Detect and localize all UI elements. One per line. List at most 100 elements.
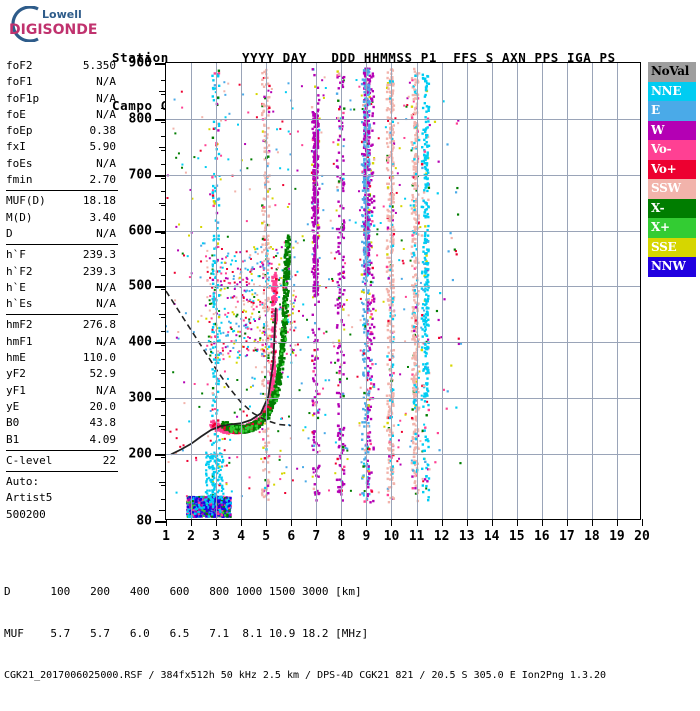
x-tick xyxy=(166,519,167,526)
y-tick-minor xyxy=(159,202,166,204)
x-tick-label: 2 xyxy=(187,529,195,544)
y-tick-minor xyxy=(161,177,166,179)
legend-item-w[interactable]: W xyxy=(648,120,696,140)
x-tick xyxy=(316,519,318,526)
y-tick-minor xyxy=(161,163,166,165)
param-value: 18.18 xyxy=(82,194,116,208)
param-key: foF2 xyxy=(6,59,33,72)
gridline-horizontal xyxy=(166,230,640,232)
y-tick-minor xyxy=(161,456,166,458)
x-tick xyxy=(516,519,518,526)
param-row: h`F 239.3 xyxy=(4,247,120,263)
legend-item-noval[interactable]: NoVal xyxy=(648,62,696,82)
x-tick-label: 11 xyxy=(408,529,425,544)
param-key: yF2 xyxy=(6,367,26,381)
y-tick-minor xyxy=(159,146,166,148)
x-tick-label: 9 xyxy=(362,529,371,544)
y-tick-minor xyxy=(161,149,166,151)
x-tick xyxy=(366,519,368,526)
param-row: h`E N/A xyxy=(4,280,120,296)
ionogram-plot[interactable]: 1 2 3 4 5 6 7 8 9 10 11 12 13 14 15 16 17 18 19 20 80 200 300 4… xyxy=(129,56,650,545)
param-key: foF1 xyxy=(6,75,33,89)
x-tick-label: 20 xyxy=(634,529,650,544)
param-row: foEp 0.38 xyxy=(4,123,120,139)
gridline-vertical xyxy=(516,63,518,519)
param-row: MUF(D) 18.18 xyxy=(4,193,120,209)
y-tick-minor xyxy=(159,90,166,92)
param-row: h`Es N/A xyxy=(4,296,120,312)
gridline-vertical xyxy=(591,63,593,519)
y-tick xyxy=(155,521,166,523)
param-key: h`Es xyxy=(6,297,33,311)
y-tick-minor xyxy=(161,498,166,500)
param-key: h`F2 xyxy=(6,264,33,278)
y-tick-minor xyxy=(159,370,166,372)
y-tick-minor xyxy=(161,345,166,347)
y-tick-minor xyxy=(161,470,166,472)
x-tick-label: 1 xyxy=(162,529,170,544)
legend-item-e[interactable]: E xyxy=(648,101,696,121)
param-row: B0 43.8 xyxy=(4,415,120,431)
x-tick-label: 19 xyxy=(609,529,625,544)
ionogram-data-canvas xyxy=(166,67,463,519)
param-divider xyxy=(6,471,118,473)
y-tick xyxy=(155,286,166,289)
gridline-horizontal xyxy=(166,286,640,288)
x-tick-label: 6 xyxy=(287,529,296,544)
y-tick-label: 800 xyxy=(128,111,152,127)
x-tick xyxy=(616,519,618,526)
param-row: M(D) 3.40 xyxy=(4,210,120,226)
logo-lowell-text: Lowell xyxy=(42,8,82,21)
legend-item-nnw[interactable]: NNW xyxy=(648,257,696,277)
legend-item-vo[interactable]: Vo- xyxy=(648,140,696,160)
legend-item-x[interactable]: X+ xyxy=(648,218,696,238)
x-tick-label: 12 xyxy=(433,529,450,544)
x-tick-label: 15 xyxy=(508,529,525,544)
gridline-horizontal xyxy=(166,342,640,344)
y-tick-minor xyxy=(161,359,166,361)
param-key: MUF(D) xyxy=(6,194,46,208)
x-tick-label: 17 xyxy=(559,529,575,544)
param-value: N/A xyxy=(96,280,116,294)
d-distance-row: D 100 200 400 600 800 1000 1500 3000 [km… xyxy=(4,585,362,598)
x-tick xyxy=(441,519,443,526)
y-tick-minor xyxy=(161,275,166,277)
muf-row: MUF 5.7 5.7 6.0 6.5 7.1 8.1 10.9 18.2 [M… xyxy=(4,627,369,640)
param-key: hmF2 xyxy=(6,318,33,332)
y-tick-label: 500 xyxy=(128,278,152,294)
y-tick-minor xyxy=(161,428,166,430)
x-tick xyxy=(291,519,293,526)
param-key: foE xyxy=(6,107,26,121)
y-tick-label: 200 xyxy=(128,446,152,462)
x-tick xyxy=(466,519,468,526)
param-row: fxI 5.90 xyxy=(4,139,120,155)
legend-item-vo[interactable]: Vo+ xyxy=(648,159,696,179)
x-tick xyxy=(566,519,568,526)
gridline-vertical xyxy=(216,63,218,519)
param-value: N/A xyxy=(96,107,116,121)
gridline-vertical xyxy=(441,63,443,519)
x-tick xyxy=(216,519,218,526)
param-value: 52.9 xyxy=(89,367,117,381)
y-tick-minor xyxy=(161,135,166,137)
gridline-vertical xyxy=(466,63,468,519)
param-value: N/A xyxy=(96,334,116,348)
y-tick-minor xyxy=(159,509,166,511)
x-tick-label: 8 xyxy=(337,529,346,544)
param-key: B0 xyxy=(6,416,20,430)
y-tick-minor xyxy=(161,93,166,95)
param-key: h`E xyxy=(6,280,26,294)
param-value: 22 xyxy=(102,453,116,467)
bottom-info: D 100 200 400 600 800 1000 1500 3000 [km… xyxy=(4,557,606,711)
y-tick-minor xyxy=(161,121,166,123)
param-key: fmin xyxy=(6,173,33,187)
param-row: yE 20.0 xyxy=(4,399,120,415)
y-tick-minor xyxy=(161,484,166,486)
y-tick-minor xyxy=(161,191,166,193)
legend-item-x[interactable]: X- xyxy=(648,198,696,218)
legend-item-ssw[interactable]: SSW xyxy=(648,179,696,199)
polarization-legend: NoVal NNE E W Vo- Vo+ SSW X- X+ SSE NNW xyxy=(648,62,696,277)
legend-item-nne[interactable]: NNE xyxy=(648,81,696,101)
x-tick-label: 16 xyxy=(533,529,550,544)
legend-item-sse[interactable]: SSE xyxy=(648,237,696,257)
